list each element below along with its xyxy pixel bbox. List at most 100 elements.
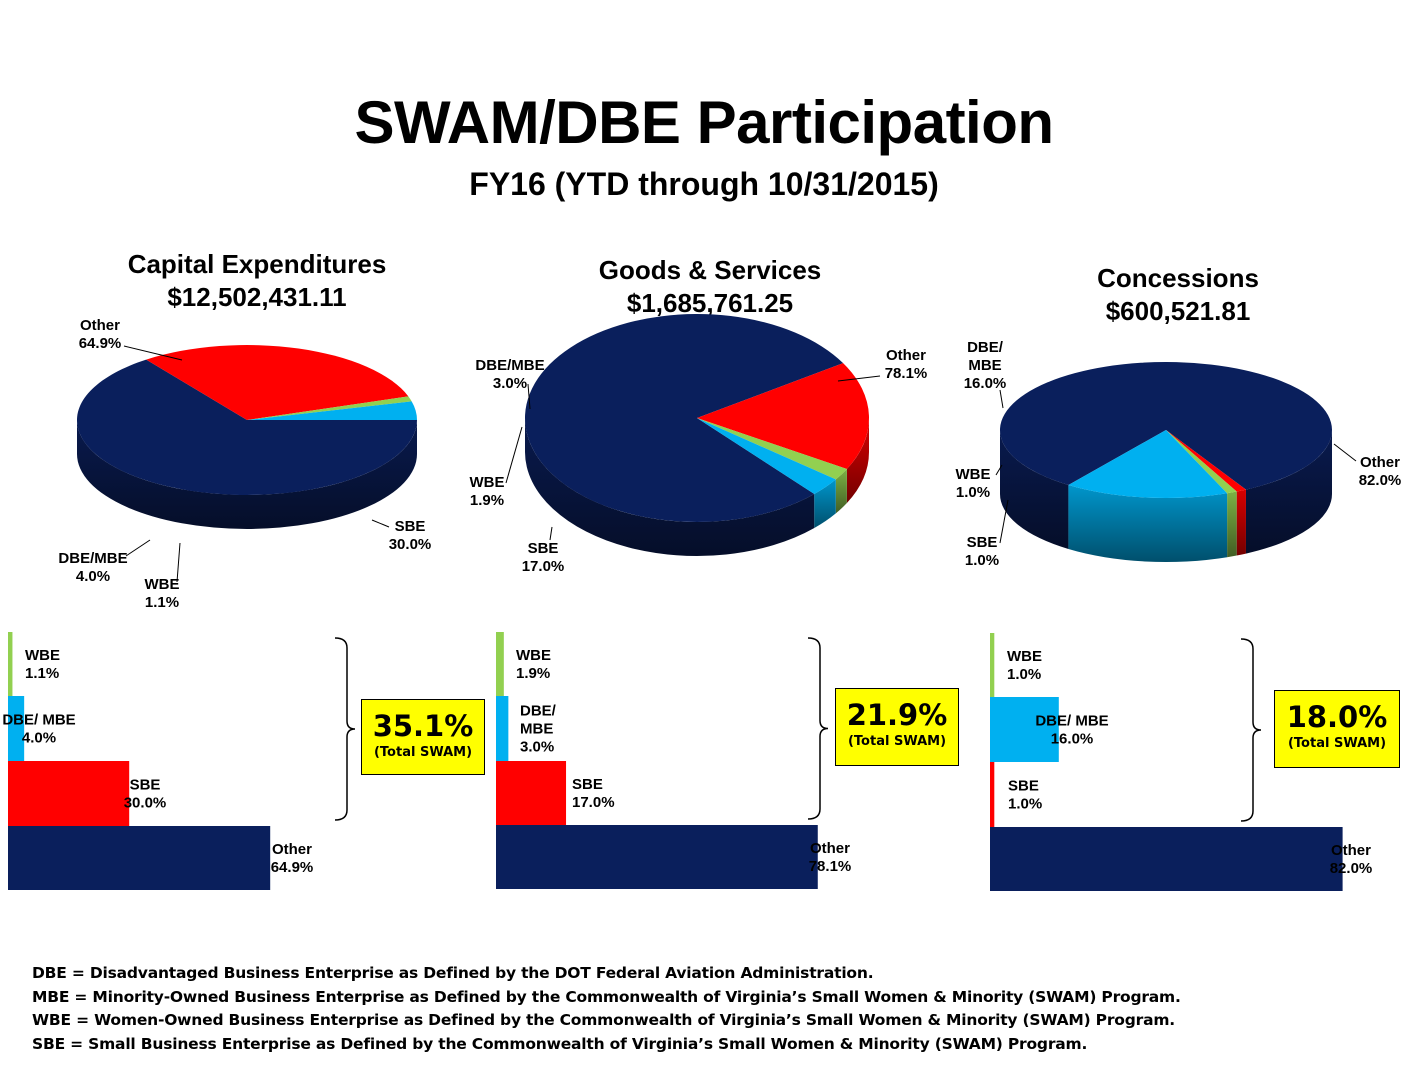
pie-slice-dbe-mbe (697, 418, 836, 495)
leader-line-dbe-mbe (999, 389, 1004, 409)
pie-chart-2: Other 78.1% SBE 17.0% WBE 1.9% DBE/MBE 3.0% (470, 313, 928, 575)
leader-line-wbe (505, 426, 523, 484)
bar-dbe-mbe (496, 696, 509, 761)
bar-label-dbe-mbe: DBE/ MBE 4.0% (2, 712, 75, 747)
total-swam-box-1: 35.1% (Total SWAM) (361, 699, 485, 775)
page-title: SWAM/DBE Participation (354, 89, 1054, 156)
chart-3-header: Concessions $600,521.81 (1028, 262, 1328, 328)
total-swam-label-3: (Total SWAM) (1287, 736, 1387, 751)
bar-wbe (8, 632, 13, 696)
pie-slice-sbe (146, 345, 409, 420)
chart-2-amount: $1,685,761.25 (626, 288, 794, 318)
pie-label-dbe-mbe: DBE/MBE 4.0% (58, 550, 127, 585)
chart-3-amount: $600,521.81 (1105, 296, 1251, 326)
pie-side-sbe (1236, 489, 1246, 556)
bar-label-other: Other 64.9% (271, 841, 314, 876)
footnote-mbe: MBE = Minority-Owned Business Enterprise… (32, 987, 1181, 1006)
footnote-dbe: DBE = Disadvantaged Business Enterprise … (32, 964, 874, 982)
bar-chart-3: WBE 1.0% DBE/ MBE 16.0% SBE 1.0% Other 82.0% (990, 633, 1372, 891)
total-swam-label-1: (Total SWAM) (373, 745, 473, 760)
leader-line-wbe (995, 464, 1003, 476)
pie-slice-dbe-mbe (247, 401, 418, 420)
page-subtitle: FY16 (YTD through 10/31/2015) (469, 166, 939, 202)
pie-slice-sbe (1166, 430, 1246, 492)
leader-line-dbe-mbe (125, 539, 151, 557)
bar-chart-1: WBE 1.1% DBE/ MBE 4.0% SBE 30.0% Other 64.9% (2, 632, 356, 890)
bar-label-wbe: WBE 1.9% (516, 647, 551, 682)
pie-side-sbe (846, 418, 869, 503)
pie-side-other (77, 420, 417, 529)
bar-label-other: Other 82.0% (1330, 842, 1373, 877)
chart-2-header: Goods & Services $1,685,761.25 (560, 254, 860, 320)
bar-wbe (990, 633, 995, 697)
total-swam-box-3: 18.0% (Total SWAM) (1274, 690, 1400, 768)
pie-slice-wbe (697, 418, 847, 480)
pie-slice-other (999, 362, 1332, 490)
chart-1-title: Capital Expenditures (127, 249, 387, 279)
pie-label-sbe: SBE 17.0% (522, 540, 565, 575)
pie-label-sbe: SBE 30.0% (389, 518, 432, 553)
footnote-sbe: SBE = Small Business Enterprise as Defin… (32, 1034, 1088, 1053)
swam-brace-2 (807, 637, 829, 820)
total-swam-value-3: 18.0% (1286, 700, 1388, 734)
swam-brace-3 (1240, 638, 1262, 822)
leader-line-sbe (371, 519, 390, 528)
leader-line-sbe (999, 499, 1009, 544)
bar-dbe-mbe (8, 696, 25, 761)
pie-chart-3: Other 82.0% SBE 1.0% WBE 1.0% DBE/MBE 16.0% (956, 339, 1402, 569)
pie-side-dbe-mbe (814, 479, 836, 529)
bar-label-sbe: SBE 1.0% (1008, 778, 1042, 813)
chart-1-amount: $12,502,431.11 (167, 282, 347, 312)
leader-line-dbe-mbe (527, 383, 531, 410)
leader-line-wbe (176, 542, 181, 583)
leader-line-other (1333, 443, 1357, 462)
leader-line-other (123, 345, 183, 361)
leader-line-sbe (549, 526, 553, 541)
pie-side-dbe-mbe (1068, 485, 1228, 563)
swam-brace-1 (334, 637, 356, 821)
bar-label-wbe: WBE 1.0% (1007, 648, 1042, 683)
bar-label-other: Other 78.1% (809, 840, 852, 875)
pie-side-other (1000, 430, 1069, 550)
bar-dbe-mbe (990, 697, 1059, 762)
total-swam-box-2: 21.9% (Total SWAM) (835, 688, 959, 766)
total-swam-value-1: 35.1% (372, 709, 474, 743)
bar-chart-2: WBE 1.9% DBE/MBE 3.0% SBE 17.0% Other 78.1% (496, 632, 851, 889)
pie-label-wbe: WBE 1.9% (470, 474, 505, 509)
pie-label-dbe-mbe: DBE/MBE 16.0% (964, 339, 1007, 392)
pie-slice-wbe (1166, 430, 1237, 494)
bar-sbe (990, 762, 995, 827)
pie-slice-other (525, 313, 844, 522)
pie-chart-1: Other 64.9% SBE 30.0% WBE 1.1% DBE/MBE 4.0% (58, 317, 431, 611)
pie-side-wbe (1227, 491, 1237, 558)
total-swam-value-2: 21.9% (846, 698, 948, 732)
total-swam-label-2: (Total SWAM) (847, 734, 947, 749)
bar-label-dbe-mbe: DBE/MBE 3.0% (520, 703, 557, 756)
bar-other (8, 826, 271, 890)
pie-side-wbe (835, 468, 847, 514)
bar-label-wbe: WBE 1.1% (25, 647, 60, 682)
pie-slice-sbe (697, 363, 870, 469)
bar-sbe (8, 761, 130, 826)
pie-label-dbe-mbe: DBE/MBE 3.0% (475, 357, 544, 392)
chart-2-title: Goods & Services (598, 255, 822, 285)
pie-label-other: Other 78.1% (885, 347, 928, 382)
pie-side-other (1245, 430, 1332, 554)
pie-side-other (525, 418, 815, 556)
pie-slice-dbe-mbe (1068, 430, 1228, 498)
chart-1-header: Capital Expenditures $12,502,431.11 (107, 248, 407, 314)
bar-label-sbe: SBE 30.0% (124, 777, 167, 812)
footnotes: DBE = Disadvantaged Business Enterprise … (32, 962, 1181, 1056)
bar-label-sbe: SBE 17.0% (572, 776, 615, 811)
bar-wbe (496, 632, 504, 696)
pie-label-wbe: WBE 1.0% (956, 466, 991, 501)
pie-label-other: Other 64.9% (79, 317, 122, 352)
pie-slice-other (77, 359, 417, 495)
bar-label-dbe-mbe: DBE/ MBE 16.0% (1035, 713, 1108, 748)
leader-line-other (837, 375, 881, 382)
chart-3-title: Concessions (1097, 263, 1259, 293)
bar-sbe (496, 761, 567, 825)
footnote-wbe: WBE = Women-Owned Business Enterprise as… (32, 1011, 1175, 1029)
bar-other (990, 827, 1343, 891)
